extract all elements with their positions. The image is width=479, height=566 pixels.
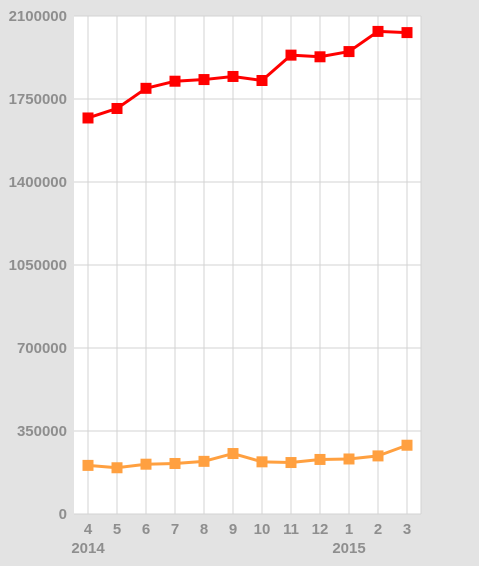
data-point-marker[interactable] <box>140 458 152 470</box>
x-tick-label: 11 <box>283 521 299 538</box>
data-point-marker[interactable] <box>314 453 326 465</box>
data-point-marker[interactable] <box>343 453 355 465</box>
data-point-marker[interactable] <box>285 49 297 61</box>
year-label: 2015 <box>332 540 365 557</box>
axis-labels: 0 350000 700000 1050000 1400000 1750000 210000… <box>9 8 412 557</box>
data-point-marker[interactable] <box>256 456 268 468</box>
y-tick-label: 2100000 <box>9 8 67 25</box>
data-series <box>82 25 413 474</box>
y-tick-label: 700000 <box>17 340 67 357</box>
data-point-marker[interactable] <box>372 25 384 37</box>
y-tick-label: 0 <box>59 506 67 523</box>
y-tick-label: 350000 <box>17 423 67 440</box>
data-point-marker[interactable] <box>285 457 297 469</box>
data-point-marker[interactable] <box>169 75 181 87</box>
data-point-marker[interactable] <box>82 112 94 124</box>
data-point-marker[interactable] <box>82 459 94 471</box>
x-tick-label: 10 <box>254 521 271 538</box>
x-tick-label: 6 <box>142 521 150 538</box>
x-tick-label: 8 <box>200 521 208 538</box>
x-tick-label: 9 <box>229 521 237 538</box>
y-tick-label: 1750000 <box>9 91 67 108</box>
data-point-marker[interactable] <box>401 27 413 39</box>
x-tick-label: 12 <box>312 521 329 538</box>
x-tick-label: 1 <box>345 521 353 538</box>
year-label: 2014 <box>71 540 105 557</box>
y-tick-label: 1400000 <box>9 174 67 191</box>
data-point-marker[interactable] <box>256 75 268 87</box>
data-point-marker[interactable] <box>169 457 181 469</box>
series-group <box>82 25 413 124</box>
data-point-marker[interactable] <box>401 439 413 451</box>
y-tick-label: 1050000 <box>9 257 67 274</box>
data-point-marker[interactable] <box>140 82 152 94</box>
data-point-marker[interactable] <box>227 448 239 460</box>
x-tick-label: 3 <box>403 521 411 538</box>
data-point-marker[interactable] <box>372 450 384 462</box>
data-point-marker[interactable] <box>227 70 239 82</box>
data-point-marker[interactable] <box>111 462 123 474</box>
series-group <box>82 439 413 474</box>
data-point-marker[interactable] <box>198 74 210 86</box>
x-tick-label: 2 <box>374 521 382 538</box>
data-point-marker[interactable] <box>314 51 326 63</box>
data-point-marker[interactable] <box>198 455 210 467</box>
data-point-marker[interactable] <box>111 102 123 114</box>
grid-lines <box>74 15 422 515</box>
x-tick-label: 7 <box>171 521 179 538</box>
x-tick-label: 4 <box>84 521 93 538</box>
x-tick-label: 5 <box>113 521 121 538</box>
data-point-marker[interactable] <box>343 46 355 58</box>
